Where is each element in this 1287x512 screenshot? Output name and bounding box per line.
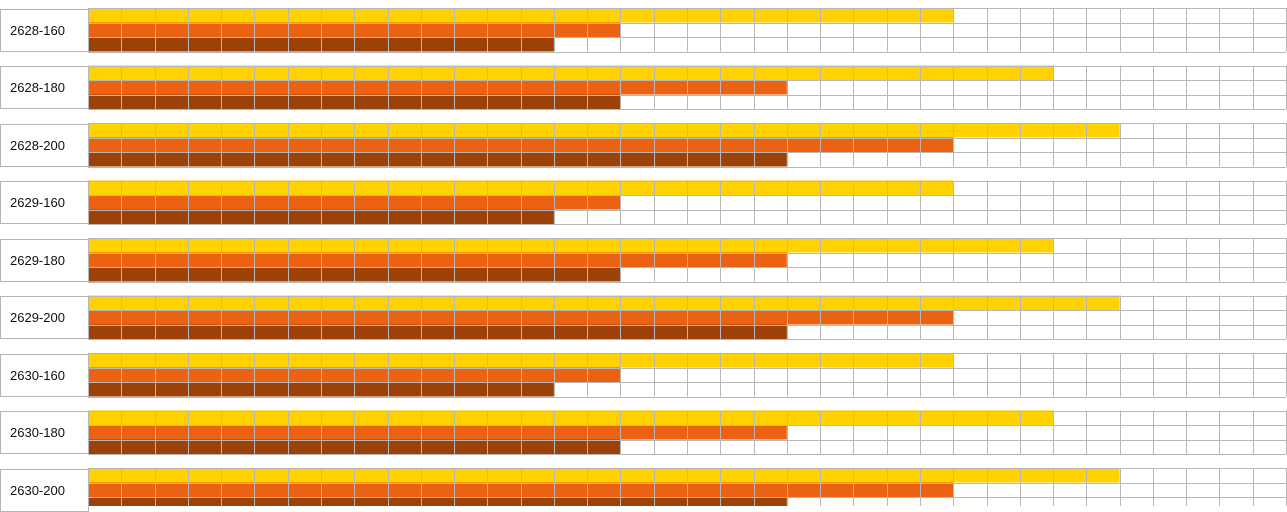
category-label: 2629-160 [0,181,89,224]
bar [88,310,954,325]
bar [88,425,787,440]
bar-group [88,8,1287,53]
bar [88,353,954,368]
bar [88,65,1054,80]
bar-group [88,65,1287,110]
bar-group [88,123,1287,168]
category-label: 2629-200 [0,296,89,339]
bar-group [88,180,1287,225]
bar [88,180,954,195]
bar [88,295,1120,310]
bar [88,152,787,167]
bar-group [88,295,1287,340]
bar [88,209,554,224]
category-label: 2628-200 [0,123,89,167]
bar [88,8,954,23]
bar-group [88,410,1287,455]
category-label: 2630-200 [0,468,89,512]
category-label: 2628-180 [0,66,89,109]
category-label: 2628-160 [0,8,89,52]
bar [88,137,954,152]
category-label: 2630-160 [0,353,89,397]
bar [88,497,787,506]
bar [88,324,787,339]
bar [88,123,1120,138]
bar [88,80,787,95]
bar [88,382,554,397]
bar [88,468,1120,483]
bar [88,238,1054,253]
bar [88,37,554,52]
category-label: 2630-180 [0,411,89,454]
bar [88,482,954,497]
category-label: 2629-180 [0,238,89,282]
bar-group [88,468,1287,506]
bar-group [88,238,1287,283]
bar [88,410,1054,425]
bar [88,252,787,267]
bar-group [88,353,1287,398]
